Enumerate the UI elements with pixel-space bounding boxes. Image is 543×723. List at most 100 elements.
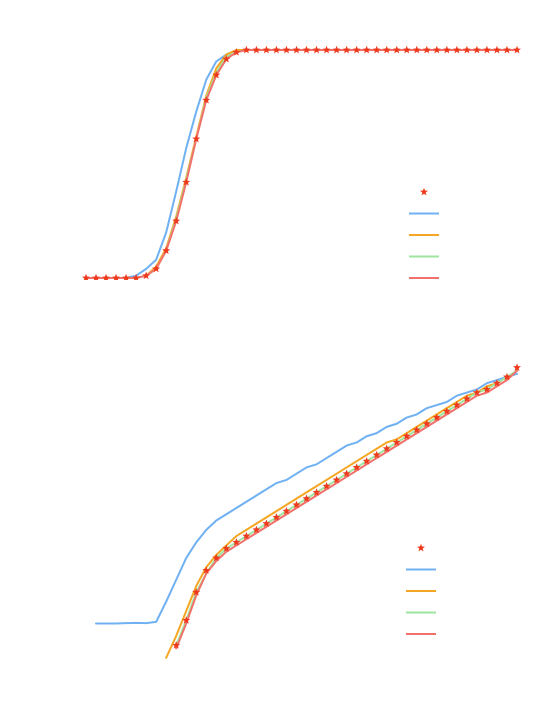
legend <box>409 187 439 279</box>
series-1-line <box>95 372 518 625</box>
series-0-markers <box>82 45 521 280</box>
data-point-star <box>82 273 90 280</box>
series-4-line <box>175 369 518 650</box>
series-3-line <box>85 49 518 279</box>
data-point-star <box>452 400 461 409</box>
data-point-star <box>442 407 451 415</box>
series-line-path <box>165 369 518 659</box>
series-4-line <box>85 49 518 279</box>
series-line-path <box>85 49 518 279</box>
data-point-star <box>412 45 421 54</box>
data-point-star <box>332 45 341 54</box>
data-point-star <box>342 469 351 478</box>
data-point-star <box>142 271 151 280</box>
data-point-star <box>282 506 291 515</box>
data-point-star <box>482 385 491 393</box>
data-point-star <box>442 45 451 54</box>
data-point-star <box>92 273 101 280</box>
data-point-star <box>372 45 381 54</box>
data-point-star <box>272 45 281 54</box>
data-point-star <box>492 379 501 387</box>
data-point-star <box>302 45 311 54</box>
data-point-star <box>342 45 351 54</box>
data-point-star <box>402 432 411 440</box>
data-point-star <box>292 500 301 509</box>
data-point-star <box>322 481 331 490</box>
data-point-star <box>382 444 391 453</box>
data-point-star <box>452 45 461 54</box>
series-line-path <box>175 369 518 650</box>
series-0-markers <box>172 363 521 649</box>
data-point-star <box>322 45 331 54</box>
data-point-star <box>222 54 231 63</box>
data-point-star <box>182 178 191 186</box>
series-2-line <box>85 49 518 279</box>
data-point-star <box>332 475 341 484</box>
data-point-star <box>422 45 431 54</box>
data-point-star <box>102 273 111 280</box>
data-point-star <box>232 48 241 56</box>
data-point-star <box>402 45 411 54</box>
data-point-star <box>462 394 471 403</box>
data-point-star <box>412 425 421 434</box>
data-point-star <box>112 273 121 280</box>
data-point-star <box>182 616 191 624</box>
data-point-star <box>262 45 271 54</box>
legend <box>406 543 436 635</box>
data-point-star <box>502 372 511 381</box>
data-point-star <box>232 538 241 546</box>
data-point-star <box>272 513 281 521</box>
legend-star-marker <box>417 543 425 552</box>
data-point-star <box>252 45 261 54</box>
data-point-star <box>422 419 431 428</box>
series-line-path <box>175 369 518 647</box>
bottom-chart <box>95 363 521 659</box>
series-3-line <box>175 369 518 647</box>
data-point-star <box>513 45 521 54</box>
top-chart <box>82 45 521 280</box>
data-point-star <box>242 45 251 54</box>
data-point-star <box>392 45 401 54</box>
data-point-star <box>352 45 361 54</box>
data-point-star <box>212 70 221 79</box>
legend-star-marker <box>420 187 428 196</box>
data-point-star <box>432 413 441 421</box>
series-line-path <box>95 372 518 625</box>
data-point-star <box>122 273 131 280</box>
data-point-star <box>192 134 201 143</box>
data-point-star <box>202 95 211 104</box>
data-point-star <box>352 463 361 471</box>
data-point-star <box>292 45 301 54</box>
data-point-star <box>462 45 471 54</box>
data-point-star <box>392 438 401 446</box>
series-1-line <box>85 49 518 279</box>
data-point-star <box>362 457 371 465</box>
data-point-star <box>132 273 141 280</box>
data-point-star <box>302 494 311 503</box>
data-point-star <box>513 363 521 371</box>
series-2-line <box>165 369 518 659</box>
data-point-star <box>432 45 441 54</box>
data-point-star <box>202 566 211 574</box>
data-point-star <box>192 588 201 596</box>
data-point-star <box>312 45 321 54</box>
data-point-star <box>492 45 501 54</box>
data-point-star <box>262 519 271 527</box>
data-point-star <box>502 45 511 54</box>
series-line-path <box>85 49 518 279</box>
data-point-star <box>172 216 181 225</box>
data-point-star <box>382 45 391 54</box>
data-point-star <box>312 488 321 496</box>
data-point-star <box>472 45 481 54</box>
data-point-star <box>162 246 171 255</box>
data-point-star <box>222 544 231 552</box>
data-point-star <box>212 553 221 562</box>
data-point-star <box>482 45 491 54</box>
data-point-star <box>282 45 291 54</box>
series-line-path <box>85 49 518 279</box>
data-point-star <box>472 388 481 396</box>
data-point-star <box>242 531 251 540</box>
data-point-star <box>172 641 181 649</box>
data-point-star <box>152 264 161 273</box>
